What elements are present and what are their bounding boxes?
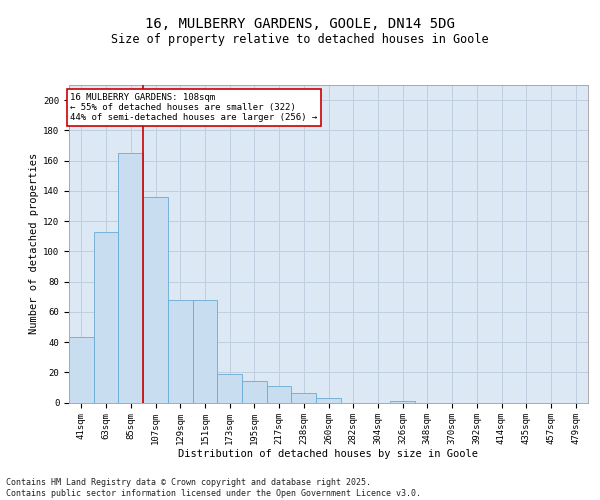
- Y-axis label: Number of detached properties: Number of detached properties: [29, 153, 39, 334]
- Bar: [217, 374, 242, 402]
- Bar: [118, 153, 143, 402]
- Bar: [292, 394, 316, 402]
- Text: 16, MULBERRY GARDENS, GOOLE, DN14 5DG: 16, MULBERRY GARDENS, GOOLE, DN14 5DG: [145, 18, 455, 32]
- Bar: [193, 300, 217, 403]
- Text: 16 MULBERRY GARDENS: 108sqm
← 55% of detached houses are smaller (322)
44% of se: 16 MULBERRY GARDENS: 108sqm ← 55% of det…: [70, 92, 317, 122]
- Bar: [242, 382, 267, 402]
- Bar: [267, 386, 292, 402]
- Bar: [168, 300, 193, 403]
- Bar: [69, 338, 94, 402]
- Bar: [94, 232, 118, 402]
- Bar: [316, 398, 341, 402]
- Bar: [390, 401, 415, 402]
- Text: Size of property relative to detached houses in Goole: Size of property relative to detached ho…: [111, 32, 489, 46]
- X-axis label: Distribution of detached houses by size in Goole: Distribution of detached houses by size …: [179, 448, 479, 458]
- Bar: [143, 197, 168, 402]
- Text: Contains HM Land Registry data © Crown copyright and database right 2025.
Contai: Contains HM Land Registry data © Crown c…: [6, 478, 421, 498]
